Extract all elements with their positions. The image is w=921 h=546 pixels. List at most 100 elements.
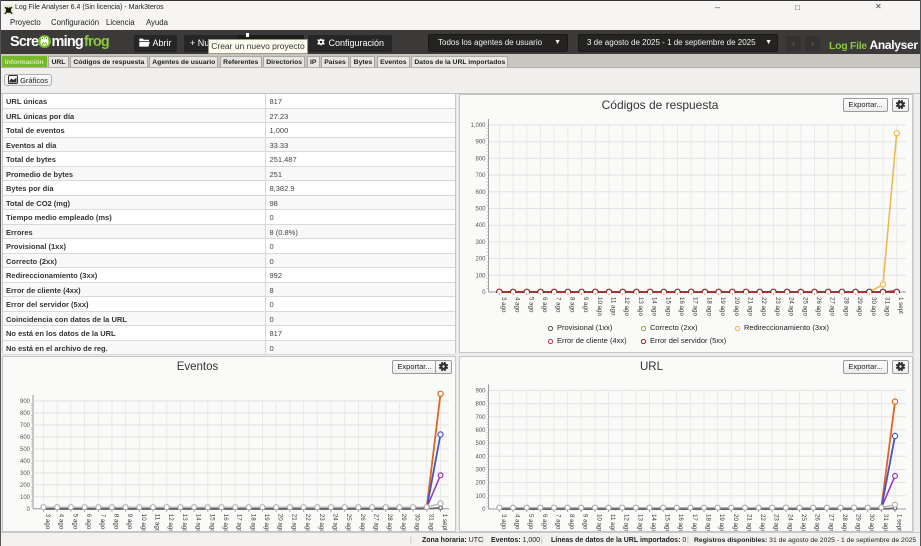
svg-text:23 ago: 23 ago [773,514,780,531]
svg-text:500: 500 [20,447,31,453]
svg-text:27 ago: 27 ago [829,297,836,316]
svg-text:9 ago: 9 ago [582,297,589,313]
svg-text:29 ago: 29 ago [855,514,862,531]
svg-text:900: 900 [475,388,486,394]
svg-text:24 ago: 24 ago [788,297,795,316]
svg-text:3 ago: 3 ago [500,514,507,530]
svg-text:30 ago: 30 ago [414,514,421,531]
svg-text:100: 100 [475,494,486,500]
svg-text:17 ago: 17 ago [236,514,243,531]
svg-text:1 sept: 1 sept [897,297,904,314]
svg-text:300: 300 [475,240,486,246]
svg-text:4 ago: 4 ago [58,514,65,530]
svg-text:300: 300 [20,471,31,477]
svg-text:800: 800 [475,156,486,162]
svg-text:22 ago: 22 ago [304,514,311,531]
svg-text:29 ago: 29 ago [400,514,407,531]
svg-text:19 ago: 19 ago [263,514,270,531]
svg-text:31 ago: 31 ago [882,514,889,531]
svg-text:500: 500 [475,441,486,447]
svg-text:0: 0 [482,290,486,296]
svg-text:3 ago: 3 ago [44,514,51,530]
svg-text:20 ago: 20 ago [277,514,284,531]
svg-text:13 ago: 13 ago [636,514,643,531]
svg-text:900: 900 [20,399,31,405]
svg-text:20 ago: 20 ago [732,514,739,531]
svg-text:15 ago: 15 ago [664,297,671,316]
svg-text:18 ago: 18 ago [705,514,712,531]
svg-text:10 ago: 10 ago [596,297,603,316]
svg-text:27 ago: 27 ago [373,514,380,531]
svg-text:16 ago: 16 ago [222,514,229,531]
svg-text:1 sept: 1 sept [896,514,903,531]
svg-text:14 ago: 14 ago [650,514,657,531]
svg-text:13 ago: 13 ago [637,297,644,316]
svg-text:21 ago: 21 ago [290,514,297,531]
svg-text:25 ago: 25 ago [801,297,808,316]
svg-text:9 ago: 9 ago [126,514,133,530]
svg-text:700: 700 [475,173,486,179]
svg-text:10 ago: 10 ago [595,514,602,531]
svg-text:26 ago: 26 ago [815,297,822,316]
svg-text:8 ago: 8 ago [112,514,119,530]
svg-text:11 ago: 11 ago [610,297,617,316]
svg-text:400: 400 [20,459,31,465]
svg-text:800: 800 [475,402,486,408]
svg-text:12 ago: 12 ago [623,297,630,316]
svg-text:23 ago: 23 ago [774,297,781,316]
svg-text:900: 900 [475,140,486,146]
svg-text:0: 0 [27,507,31,513]
svg-text:19 ago: 19 ago [719,297,726,316]
svg-text:19 ago: 19 ago [718,514,725,531]
svg-text:26 ago: 26 ago [814,514,821,531]
svg-text:22 ago: 22 ago [759,514,766,531]
svg-text:10 ago: 10 ago [140,514,147,531]
svg-text:500: 500 [475,207,486,213]
svg-text:17 ago: 17 ago [692,297,699,316]
svg-text:15 ago: 15 ago [208,514,215,531]
svg-text:5 ago: 5 ago [527,514,534,530]
svg-text:21 ago: 21 ago [745,514,752,531]
svg-text:200: 200 [475,481,486,487]
svg-text:31 ago: 31 ago [427,514,434,531]
svg-text:100: 100 [20,495,31,501]
svg-text:26 ago: 26 ago [359,514,366,531]
svg-text:6 ago: 6 ago [541,297,548,313]
svg-text:24 ago: 24 ago [786,514,793,531]
svg-text:28 ago: 28 ago [386,514,393,531]
svg-text:11 ago: 11 ago [609,514,616,531]
svg-text:21 ago: 21 ago [747,297,754,316]
svg-text:18 ago: 18 ago [249,514,256,531]
svg-text:600: 600 [475,428,486,434]
svg-text:28 ago: 28 ago [841,514,848,531]
svg-text:13 ago: 13 ago [181,514,188,531]
svg-text:8 ago: 8 ago [568,514,575,530]
svg-text:7 ago: 7 ago [555,297,562,313]
svg-text:14 ago: 14 ago [651,297,658,316]
svg-text:28 ago: 28 ago [842,297,849,316]
svg-text:24 ago: 24 ago [332,514,339,531]
svg-text:7 ago: 7 ago [99,514,106,530]
svg-text:6 ago: 6 ago [85,514,92,530]
svg-text:25 ago: 25 ago [800,514,807,531]
svg-text:30 ago: 30 ago [870,297,877,316]
svg-text:12 ago: 12 ago [623,514,630,531]
svg-text:4 ago: 4 ago [514,297,521,313]
svg-text:31 ago: 31 ago [884,297,891,316]
svg-text:200: 200 [475,257,486,263]
svg-text:600: 600 [20,435,31,441]
svg-text:200: 200 [20,483,31,489]
svg-text:14 ago: 14 ago [195,514,202,531]
svg-text:700: 700 [20,423,31,429]
svg-text:17 ago: 17 ago [691,514,698,531]
svg-text:100: 100 [475,273,486,279]
svg-text:700: 700 [475,415,486,421]
svg-text:23 ago: 23 ago [318,514,325,531]
svg-text:0: 0 [482,507,486,513]
svg-text:5 ago: 5 ago [527,297,534,313]
svg-text:1 sept: 1 sept [441,514,448,531]
svg-text:400: 400 [475,223,486,229]
svg-text:4 ago: 4 ago [514,514,521,530]
svg-text:5 ago: 5 ago [71,514,78,530]
svg-text:12 ago: 12 ago [167,514,174,531]
